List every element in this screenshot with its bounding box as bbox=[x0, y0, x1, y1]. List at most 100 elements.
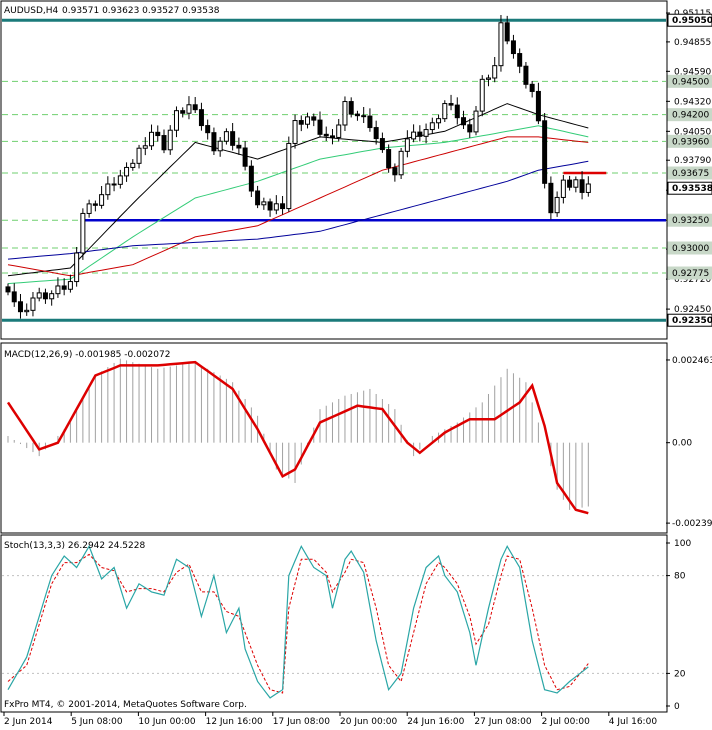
candle-body bbox=[136, 147, 142, 164]
candle-body bbox=[149, 131, 155, 147]
candle-body bbox=[579, 179, 585, 193]
price-tag-box bbox=[667, 108, 712, 122]
candle-body bbox=[5, 286, 11, 293]
candle-body bbox=[479, 78, 485, 112]
price-tag-box bbox=[667, 74, 712, 88]
candle-body bbox=[248, 165, 254, 192]
candle-body bbox=[336, 124, 342, 138]
price-tag-label: 0.92350 bbox=[672, 316, 712, 326]
candle-body bbox=[280, 203, 286, 210]
price-tick-label: 0.94320 bbox=[674, 97, 711, 107]
candle-body bbox=[329, 135, 335, 138]
price-tag-label: 0.93538 bbox=[672, 184, 712, 194]
candle-body bbox=[217, 140, 223, 152]
copyright-text: FxPro MT4, © 2001-2014, MetaQuotes Softw… bbox=[4, 700, 247, 710]
candle-body bbox=[386, 149, 392, 169]
candle-body bbox=[67, 281, 73, 290]
price-tick-label: 0.92450 bbox=[674, 305, 711, 315]
candle-body bbox=[323, 133, 329, 137]
candle-body bbox=[192, 104, 198, 111]
candle-body bbox=[529, 83, 535, 92]
candle-body bbox=[142, 145, 148, 149]
price-axis[interactable]: 0.951150.948550.945900.943200.940500.937… bbox=[666, 9, 712, 327]
candle-body bbox=[485, 77, 491, 80]
candle-body bbox=[236, 144, 242, 149]
candle-body bbox=[398, 150, 404, 176]
macd-tick-label: 0.002463 bbox=[672, 356, 712, 366]
candle-body bbox=[24, 309, 30, 313]
candle-body bbox=[504, 22, 510, 42]
candle-body bbox=[49, 293, 55, 300]
candle-body bbox=[373, 127, 379, 140]
candle-body bbox=[198, 109, 204, 127]
candle-body bbox=[17, 301, 23, 313]
price-level-lines bbox=[2, 18, 666, 322]
price-tick-label: 0.94590 bbox=[674, 67, 711, 77]
macd-histogram bbox=[7, 358, 589, 510]
candle-body bbox=[267, 201, 273, 211]
time-label: 12 Jun 16:00 bbox=[206, 717, 263, 727]
black-moving-average bbox=[7, 103, 589, 277]
candle-body bbox=[167, 129, 173, 151]
stoch-panel[interactable]: Stoch(13,3,3) 26.2942 24.5228 100 80 20 0 F… bbox=[0, 534, 691, 713]
candle-body bbox=[286, 142, 292, 210]
candle-body bbox=[517, 53, 523, 67]
stoch-tick-label: 20 bbox=[674, 669, 686, 679]
candle-body bbox=[535, 90, 541, 122]
candle-body bbox=[510, 40, 516, 55]
price-tag-label: 0.94500 bbox=[672, 77, 709, 87]
stoch-level-lines bbox=[2, 575, 666, 674]
candle-body bbox=[473, 110, 479, 133]
candle-body bbox=[92, 203, 98, 206]
time-label: 27 Jun 08:00 bbox=[474, 717, 531, 727]
candle-body bbox=[498, 22, 504, 67]
candle-body bbox=[30, 297, 36, 311]
macd-panel[interactable]: MACD(12,26,9) -0.001985 -0.002072 0.0024… bbox=[0, 342, 712, 534]
price-tag-label: 0.95050 bbox=[672, 16, 712, 26]
green-moving-average bbox=[7, 125, 589, 285]
candle-body bbox=[205, 125, 211, 134]
candlesticks bbox=[5, 15, 591, 319]
price-tag-box bbox=[667, 213, 712, 227]
candle-body bbox=[223, 131, 229, 142]
price-tag-box bbox=[667, 166, 712, 180]
candle-body bbox=[111, 183, 117, 186]
candle-body bbox=[404, 138, 410, 152]
time-label: 2 Jun 2014 bbox=[4, 717, 53, 727]
candle-body bbox=[354, 113, 360, 117]
time-label: 2 Jul 00:00 bbox=[542, 717, 591, 727]
price-panel[interactable]: AUDUSD,H4 0.93571 0.93623 0.93527 0.9353… bbox=[0, 0, 712, 340]
stoch-tick-label: 100 bbox=[674, 539, 691, 549]
candle-body bbox=[74, 252, 80, 283]
candle-body bbox=[86, 203, 92, 214]
symbol-label: AUDUSD,H4 bbox=[4, 6, 59, 16]
candle-body bbox=[442, 103, 448, 120]
price-tag-box bbox=[667, 266, 712, 280]
candle-body bbox=[11, 291, 17, 303]
candle-body bbox=[255, 190, 261, 206]
candle-body bbox=[124, 166, 130, 177]
candle-body bbox=[423, 129, 429, 137]
price-tag-box bbox=[667, 313, 712, 327]
price-tag-label: 0.93960 bbox=[672, 137, 709, 147]
price-tag-box bbox=[667, 241, 712, 255]
stoch-signal-line bbox=[7, 553, 589, 694]
candle-body bbox=[436, 118, 442, 124]
candle-body bbox=[348, 101, 354, 115]
candle-body bbox=[80, 212, 86, 254]
candle-body bbox=[467, 124, 473, 133]
candle-body bbox=[567, 179, 573, 188]
stoch-tick-label: 0 bbox=[674, 702, 680, 712]
candle-body bbox=[298, 120, 304, 125]
price-tick-label: 0.92720 bbox=[674, 275, 711, 285]
time-axis[interactable]: 2 Jun 2014 5 Jun 08:00 10 Jun 00:00 12 Jun … bbox=[3, 712, 657, 727]
macd-label: MACD(12,26,9) -0.001985 -0.002072 bbox=[4, 350, 170, 360]
candle-body bbox=[130, 162, 136, 168]
candle-body bbox=[429, 122, 435, 131]
stoch-main-line bbox=[7, 544, 589, 699]
candle-body bbox=[161, 135, 167, 151]
candle-body bbox=[548, 182, 554, 214]
price-tag-label: 0.93000 bbox=[672, 244, 709, 254]
candle-body bbox=[361, 115, 367, 118]
